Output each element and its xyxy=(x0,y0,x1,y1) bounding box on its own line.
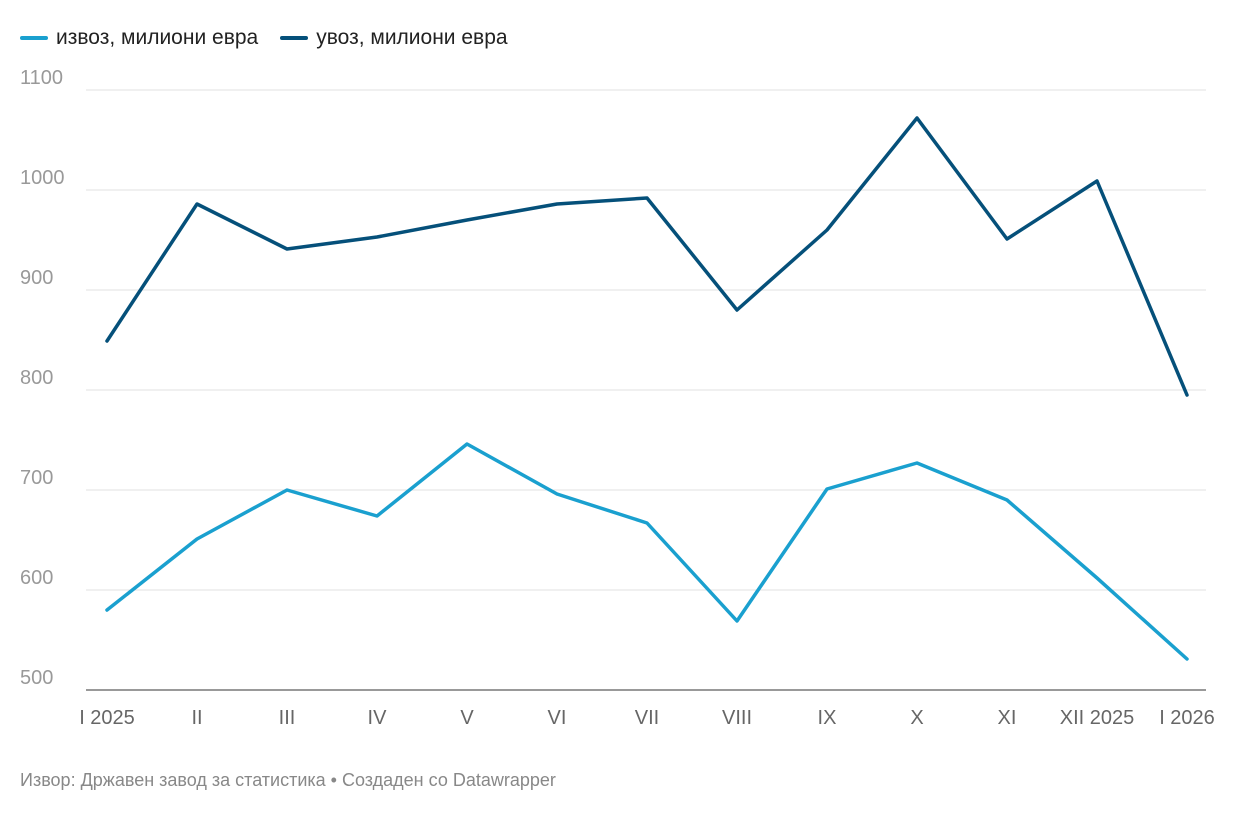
x-tick-label: XII 2025 xyxy=(1060,707,1135,729)
x-tick-label: XI xyxy=(998,707,1017,729)
y-tick-label: 500 xyxy=(20,667,53,689)
legend: извоз, милиони евра увоз, милиони евра xyxy=(20,26,508,50)
y-tick-label: 1100 xyxy=(20,67,63,89)
y-tick-label: 900 xyxy=(20,267,53,289)
y-tick-label: 700 xyxy=(20,467,53,489)
legend-swatch-export xyxy=(20,36,48,40)
y-tick-label: 800 xyxy=(20,367,53,389)
x-tick-label: VI xyxy=(548,707,567,729)
legend-item-import: увоз, милиони евра xyxy=(280,26,508,50)
x-tick-label: X xyxy=(910,707,923,729)
x-tick-label: I 2026 xyxy=(1159,707,1215,729)
legend-label-import: увоз, милиони евра xyxy=(316,26,508,49)
y-tick-label: 600 xyxy=(20,567,53,589)
x-tick-label: V xyxy=(460,707,474,729)
legend-item-export: извоз, милиони евра xyxy=(20,26,258,50)
x-tick-label: I 2025 xyxy=(79,707,135,729)
x-tick-label: VII xyxy=(635,707,659,729)
series-line-import xyxy=(105,116,1189,397)
source-footer: Извор: Државен завод за статистика • Соз… xyxy=(20,770,556,790)
series-line-export xyxy=(105,442,1189,661)
legend-label-export: извоз, милиони евра xyxy=(56,26,259,49)
x-tick-label: IV xyxy=(368,707,388,729)
x-tick-label: VIII xyxy=(722,707,752,729)
x-tick-label: II xyxy=(191,707,202,729)
y-tick-label: 1000 xyxy=(20,167,65,189)
legend-swatch-import xyxy=(280,36,309,40)
x-tick-label: III xyxy=(279,707,296,729)
x-tick-label: IX xyxy=(818,707,837,729)
